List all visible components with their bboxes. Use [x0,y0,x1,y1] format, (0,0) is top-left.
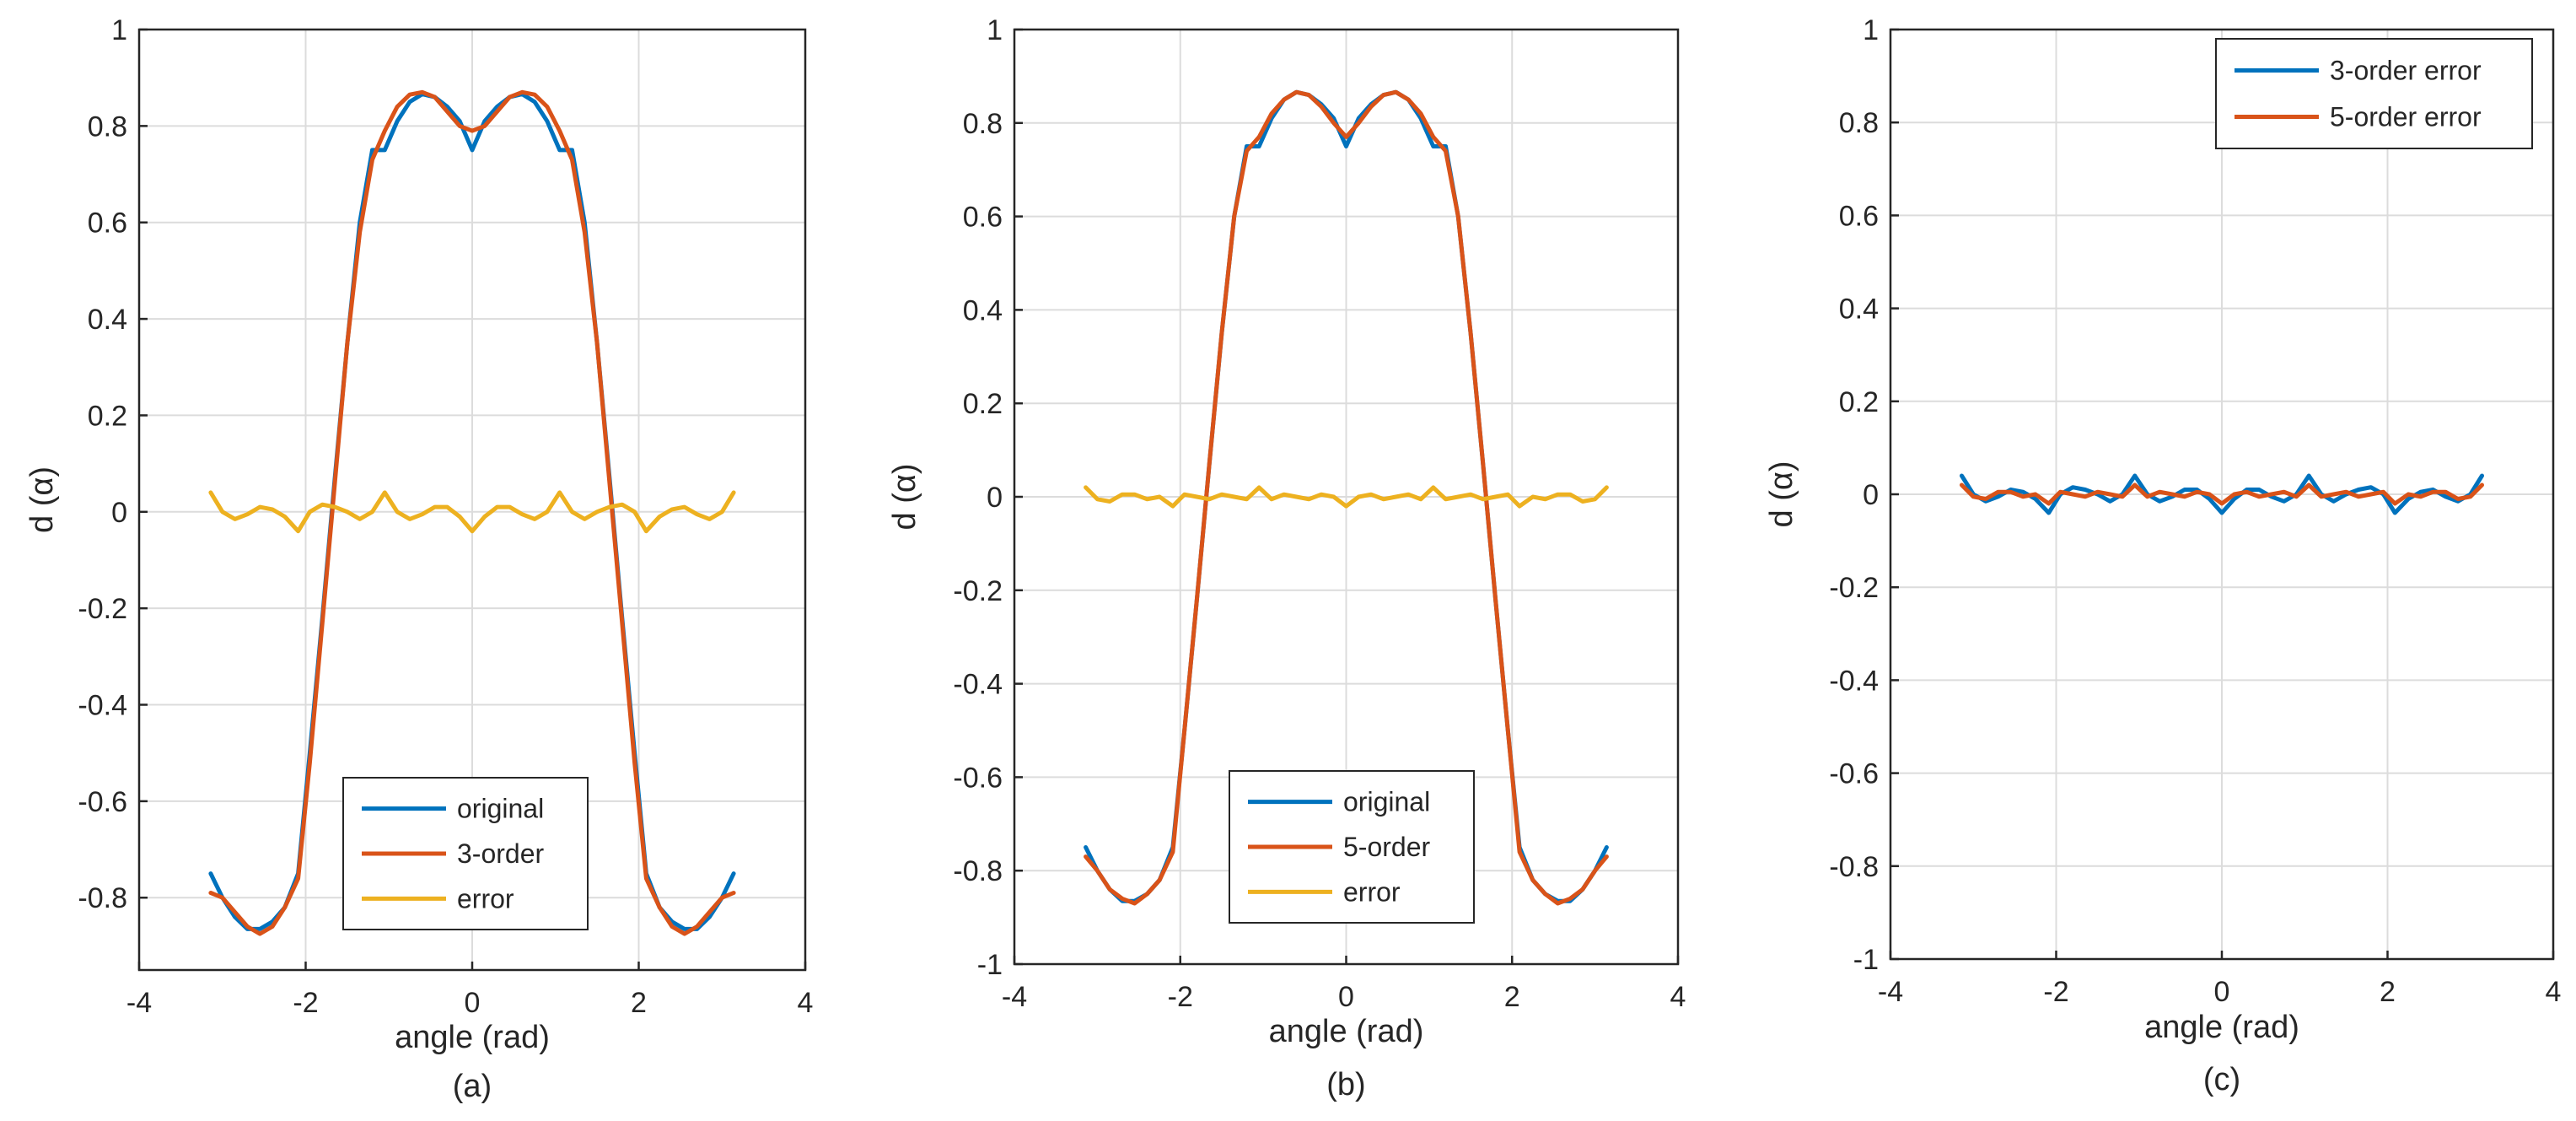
x-tick-label: 2 [1504,981,1520,1013]
x-tick-label: 0 [2214,976,2230,1008]
y-tick-label: 0.6 [88,207,127,240]
y-axis-label: d (α) [24,466,60,533]
legend-box [2215,38,2533,149]
x-tick-label: 0 [465,987,481,1019]
panel-caption: (c) [2203,1062,2240,1097]
y-tick-label: 0.4 [1839,294,1879,326]
x-axis-label: angle (rad) [2144,1010,2299,1045]
legend-label: 5-order [1343,832,1431,862]
legend-label: error [1343,876,1401,907]
y-tick-label: -0.4 [1829,665,1879,697]
y-tick-label: 0 [1863,479,1879,511]
y-tick-label: -0.8 [1829,851,1879,883]
y-tick-label: 1 [987,14,1003,46]
legend-label: 5-order error [2330,102,2482,132]
x-tick-label: -2 [293,987,318,1019]
x-tick-label: -4 [126,987,152,1019]
y-tick-label: -0.6 [953,762,1003,794]
series-line-3-order-error [1960,473,2484,515]
series-line-5-order [1084,89,1609,906]
x-axis-label: angle (rad) [1269,1014,1424,1049]
y-tick-label: -0.2 [78,593,127,625]
panel-a: -4 -2 0 2 4 -0.8 -0.6 -0.4 -0.2 0 0.2 0.4 0.6 0.8 1 ang… [24,14,813,1104]
y-tick-label: 1 [111,14,127,46]
x-tick-label: 2 [2380,976,2396,1008]
y-tick-label: 0.2 [963,388,1003,420]
y-tick-label: -0.4 [78,690,127,722]
panel-caption: (b) [1326,1067,1365,1102]
legend-label: 3-order [457,838,545,869]
series-line-error [208,490,736,534]
y-tick-label: 1 [1863,14,1879,46]
y-axis-label: d (α) [887,464,922,531]
y-tick-label: 0 [987,482,1003,514]
x-axis-label: angle (rad) [395,1020,550,1055]
y-axis-label: d (α) [1764,461,1799,528]
y-tick-label: -0.6 [1829,758,1879,790]
x-tick-label: -2 [1168,981,1193,1013]
x-tick-label: -2 [2043,976,2068,1008]
series-line-3-order [208,89,736,936]
x-tick-label: 0 [1338,981,1354,1013]
y-tick-label: -0.8 [953,855,1003,887]
y-tick-label: -1 [977,949,1003,981]
y-tick-label: -0.2 [1829,572,1879,604]
y-tick-label: 0.2 [1839,386,1879,418]
y-tick-label: 0.6 [963,202,1003,234]
y-tick-label: -0.6 [78,786,127,818]
x-tick-label: -4 [1002,981,1027,1013]
x-tick-label: 4 [1670,981,1686,1013]
legend-label: error [457,883,514,914]
y-tick-label: 0.6 [1839,200,1879,232]
legend-label: original [1343,787,1430,817]
legend: 3-order error 5-order error [2215,38,2533,149]
y-tick-label: 0 [111,497,127,529]
y-tick-label: 0.2 [88,400,127,432]
x-tick-label: 4 [2546,976,2562,1008]
legend-label: original [457,794,544,824]
panel-c: -4 -2 0 2 4 -1 -0.8 -0.6 -0.4 -0.2 0 0.2 0.4 0.6 0.8 1 a… [1764,14,2561,1097]
legend: original 5-order error [1229,770,1475,924]
y-tick-label: 0.4 [963,294,1003,326]
y-tick-label: -0.2 [953,575,1003,607]
y-tick-label: 0.4 [88,304,127,336]
legend: original 3-order error [342,777,589,930]
y-tick-label: 0.8 [963,108,1003,140]
y-tick-label: 0.8 [1839,107,1879,139]
panel-caption: (a) [453,1069,492,1104]
x-tick-label: 4 [798,987,814,1019]
panel-b: -4 -2 0 2 4 -1 -0.8 -0.6 -0.4 -0.2 0 0.2 0.4 0.6 0.8 1 a… [887,14,1686,1102]
y-tick-label: 0.8 [88,110,127,143]
y-tick-label: -1 [1853,944,1879,976]
x-tick-label: -4 [1878,976,1903,1008]
y-tick-label: -0.4 [953,669,1003,701]
x-tick-label: 2 [631,987,647,1019]
series-line-5-order-error [1960,482,2484,506]
y-tick-label: -0.8 [78,882,127,914]
series-line-error [1084,485,1609,509]
legend-label: 3-order error [2330,56,2482,86]
